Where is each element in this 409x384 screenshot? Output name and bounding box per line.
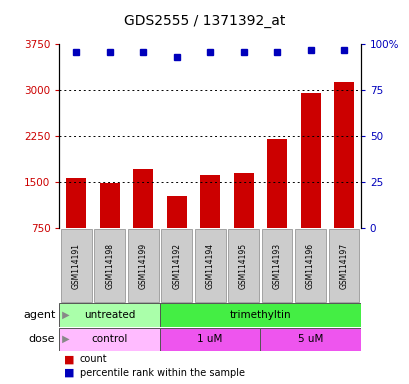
Bar bbox=[328, 229, 359, 302]
Bar bbox=[128, 229, 158, 302]
Bar bbox=[233, 173, 253, 228]
Bar bbox=[300, 93, 320, 228]
Bar bbox=[160, 328, 260, 351]
Text: count: count bbox=[80, 354, 107, 364]
Text: percentile rank within the sample: percentile rank within the sample bbox=[80, 368, 244, 378]
Text: GSM114199: GSM114199 bbox=[138, 242, 147, 289]
Bar bbox=[61, 229, 91, 302]
Text: GSM114197: GSM114197 bbox=[339, 242, 348, 289]
Bar bbox=[160, 303, 360, 327]
Bar bbox=[261, 229, 292, 302]
Bar bbox=[228, 229, 258, 302]
Text: ■: ■ bbox=[63, 368, 74, 378]
Text: agent: agent bbox=[23, 310, 55, 320]
Text: GSM114194: GSM114194 bbox=[205, 242, 214, 289]
Text: dose: dose bbox=[29, 334, 55, 344]
Text: GSM114198: GSM114198 bbox=[105, 243, 114, 288]
Text: GDS2555 / 1371392_at: GDS2555 / 1371392_at bbox=[124, 14, 285, 28]
Text: trimethyltin: trimethyltin bbox=[229, 310, 290, 320]
Bar bbox=[59, 328, 160, 351]
Text: GSM114196: GSM114196 bbox=[306, 242, 314, 289]
Text: 5 uM: 5 uM bbox=[297, 334, 322, 344]
Text: control: control bbox=[91, 334, 128, 344]
Bar bbox=[333, 82, 353, 228]
Bar bbox=[200, 175, 220, 228]
Bar bbox=[99, 183, 119, 228]
Bar bbox=[133, 169, 153, 228]
Text: ▶: ▶ bbox=[58, 334, 69, 344]
Bar bbox=[66, 179, 86, 228]
Bar bbox=[260, 328, 360, 351]
Bar bbox=[161, 229, 191, 302]
Text: GSM114191: GSM114191 bbox=[72, 243, 81, 288]
Text: GSM114193: GSM114193 bbox=[272, 242, 281, 289]
Text: ■: ■ bbox=[63, 354, 74, 364]
Bar bbox=[166, 196, 186, 228]
Bar bbox=[194, 229, 225, 302]
Text: ▶: ▶ bbox=[58, 310, 69, 320]
Bar bbox=[294, 229, 325, 302]
Bar bbox=[94, 229, 125, 302]
Bar bbox=[266, 139, 286, 228]
Text: untreated: untreated bbox=[84, 310, 135, 320]
Text: GSM114195: GSM114195 bbox=[238, 242, 247, 289]
Text: GSM114192: GSM114192 bbox=[172, 243, 181, 288]
Bar bbox=[59, 303, 160, 327]
Text: 1 uM: 1 uM bbox=[197, 334, 222, 344]
